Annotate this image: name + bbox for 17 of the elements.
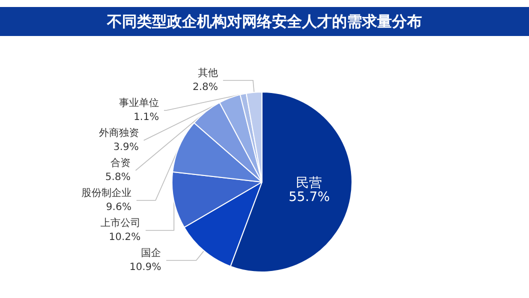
slice-label: 国企 (141, 246, 162, 259)
data-label: 2.8% (192, 82, 218, 93)
slice-label: 其他 (198, 66, 218, 79)
data-label: 10.2% (108, 232, 141, 243)
data-label: 9.6% (106, 202, 132, 213)
data-label: 3.9% (113, 142, 139, 153)
data-label: 55.7% (288, 190, 330, 206)
slice-label: 股份制企业 (81, 186, 132, 199)
slice-label: 事业单位 (118, 96, 159, 109)
chart-title: 不同类型政企机构对网络安全人才的需求量分布 (106, 12, 422, 30)
slice-label: 上市公司 (100, 216, 141, 229)
data-label: 1.1% (134, 112, 159, 123)
data-label: 5.8% (105, 172, 131, 183)
slice-label: 民营 (296, 176, 322, 192)
data-label: 10.9% (129, 262, 162, 273)
slice-label: 合资 (110, 156, 131, 169)
slice-label: 外商独资 (98, 126, 139, 139)
